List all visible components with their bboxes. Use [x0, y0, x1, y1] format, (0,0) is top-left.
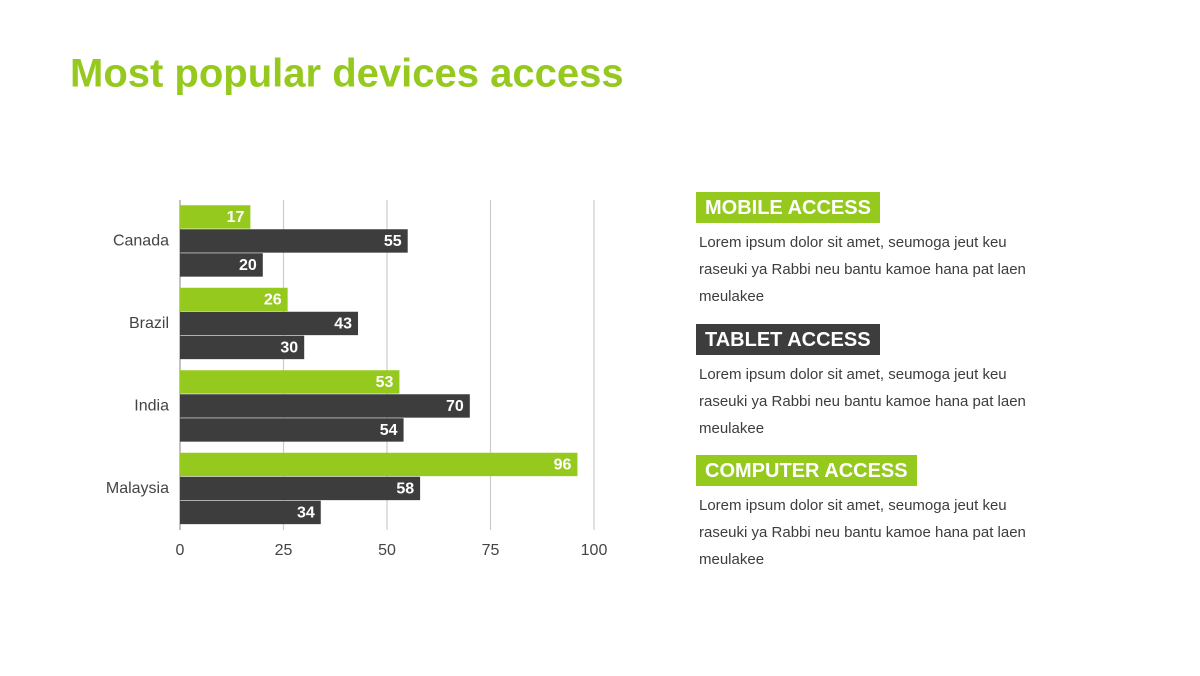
- bar: [180, 335, 305, 360]
- y-tick-label: Brazil: [129, 315, 169, 332]
- bar: [180, 287, 288, 312]
- x-tick-label: 0: [176, 542, 185, 559]
- bar: [180, 418, 404, 442]
- chart-title: Most popular devices access: [70, 52, 624, 96]
- bar: [180, 370, 400, 394]
- panel-heading: COMPUTER ACCESS: [696, 455, 917, 486]
- data-label: 30: [280, 340, 298, 357]
- panel-heading: TABLET ACCESS: [696, 323, 880, 355]
- data-label: 43: [334, 316, 352, 333]
- x-tick-label: 100: [581, 542, 608, 559]
- data-label: 20: [239, 257, 257, 274]
- panel-body: Lorem ipsum dolor sit amet, seumoga jeut…: [699, 497, 1026, 568]
- bar: [180, 452, 578, 477]
- data-label: 70: [446, 398, 464, 415]
- info-panel: MOBILE ACCESS Lorem ipsum dolor sit amet,…: [696, 192, 1041, 310]
- data-label: 53: [376, 374, 394, 391]
- bar: [180, 476, 421, 501]
- data-label: 54: [380, 422, 398, 439]
- bar: [180, 253, 263, 277]
- panel-body: Lorem ipsum dolor sit amet, seumoga jeut…: [699, 234, 1026, 305]
- data-label: 96: [554, 457, 572, 474]
- info-panel: TABLET ACCESS Lorem ipsum dolor sit amet,…: [696, 323, 1041, 442]
- bar: [180, 229, 408, 253]
- x-tick-label: 25: [275, 542, 293, 559]
- data-label: 55: [384, 233, 402, 250]
- bar: [180, 394, 470, 418]
- data-label: 17: [227, 209, 245, 226]
- panel-heading: MOBILE ACCESS: [696, 192, 880, 223]
- data-label: 26: [264, 292, 282, 309]
- bar: [180, 311, 359, 336]
- bar: [180, 500, 321, 525]
- info-panel: COMPUTER ACCESS Lorem ipsum dolor sit ame…: [696, 455, 1041, 573]
- bar: [180, 205, 251, 229]
- y-tick-label: Canada: [113, 232, 169, 249]
- panel-body: Lorem ipsum dolor sit amet, seumoga jeut…: [699, 365, 1026, 437]
- y-tick-label: India: [134, 397, 169, 414]
- y-tick-label: Malaysia: [106, 480, 169, 497]
- x-tick-label: 50: [378, 542, 396, 559]
- x-tick-label: 75: [482, 542, 500, 559]
- data-label: 58: [396, 481, 414, 498]
- data-label: 34: [297, 505, 315, 522]
